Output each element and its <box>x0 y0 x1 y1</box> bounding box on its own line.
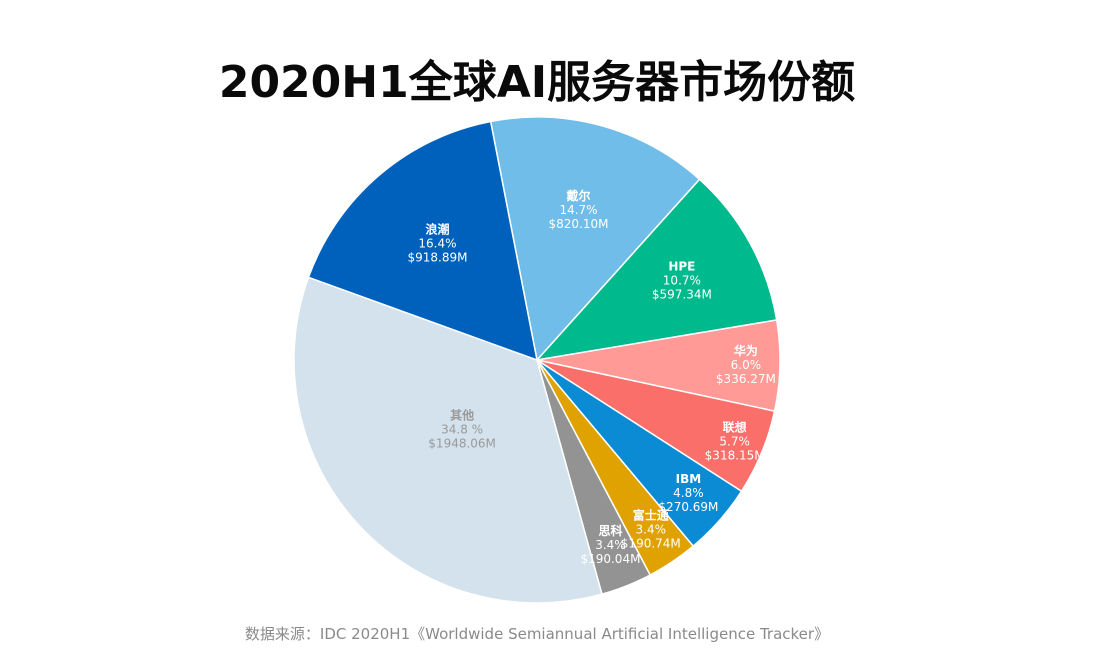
chart-title: 2020H1全球AI服务器市场份额 <box>218 57 856 108</box>
pie-slice-7 <box>293 276 603 604</box>
pie-slice-0 <box>489 116 701 362</box>
slice-label-4: IBM 4.8% $270.69M <box>658 472 718 514</box>
data-source-note: 数据来源：IDC 2020H1《Worldwide Semiannual Art… <box>244 625 830 643</box>
slice-label-2: 华为 6.0% $336.27M <box>716 343 776 386</box>
pie-slice-1 <box>535 178 778 362</box>
pie-slices <box>293 116 781 604</box>
slice-label-0: 戴尔 14.7% $820.10M <box>549 188 609 231</box>
pie-slice-8 <box>307 120 538 362</box>
slice-label-3: 联想 5.7% $318.15M <box>705 420 765 463</box>
slice-label-7: 其他 34.8 % $1948.06M <box>428 407 496 450</box>
slice-label-6: 思科 3.4% $190.04M <box>580 523 640 566</box>
slice-label-1: HPE 10.7% $597.34M <box>652 260 712 302</box>
slice-label-8: 浪潮 16.4% $918.89M <box>407 222 467 265</box>
slice-label-5: 富士通 3.4% $190.74M <box>621 507 681 550</box>
